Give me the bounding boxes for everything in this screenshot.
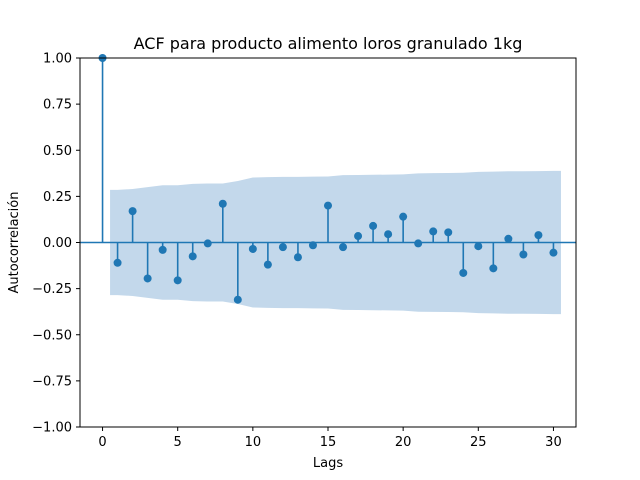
acf-point-lag-6 (188, 252, 197, 261)
acf-point-lag-25 (474, 242, 483, 251)
y-tick-label: 0.50 (43, 144, 72, 159)
acf-point-lag-2 (128, 207, 137, 216)
acf-point-lag-24 (459, 268, 468, 277)
x-ticks: 0 5 10 15 20 25 30 (98, 427, 562, 450)
x-tick-label: 10 (245, 435, 262, 450)
x-tick-label: 20 (395, 435, 412, 450)
y-tick-label: 0.00 (43, 236, 72, 251)
acf-point-lag-7 (203, 239, 212, 248)
x-tick-label: 30 (545, 435, 562, 450)
y-ticks: −1.00 −0.75 −0.50 −0.25 0.00 0.25 0.50 0.75 1.00 (32, 52, 80, 436)
acf-point-lag-14 (308, 241, 317, 250)
y-tick-label: −0.75 (32, 374, 72, 389)
acf-point-lag-28 (519, 250, 528, 259)
y-tick-label: 0.75 (43, 98, 72, 113)
acf-point-lag-26 (489, 264, 498, 273)
x-tick-label: 0 (98, 435, 106, 450)
acf-point-lag-23 (444, 228, 453, 237)
acf-point-lag-8 (218, 199, 227, 208)
acf-point-lag-19 (384, 230, 393, 239)
acf-point-lag-13 (293, 253, 302, 262)
acf-point-lag-10 (248, 244, 257, 253)
acf-point-lag-15 (324, 201, 332, 210)
acf-point-lag-16 (339, 243, 348, 252)
y-tick-label: −0.25 (32, 282, 72, 297)
x-tick-label: 5 (174, 435, 182, 450)
y-tick-label: 0.25 (43, 190, 72, 205)
acf-point-lag-1 (113, 258, 122, 267)
chart-title: ACF para producto alimento loros granula… (134, 34, 523, 53)
y-tick-label: 1.00 (43, 52, 72, 67)
acf-point-lag-29 (534, 231, 543, 240)
acf-point-lag-18 (369, 221, 378, 230)
acf-point-lag-30 (549, 248, 558, 257)
y-tick-label: −0.50 (32, 328, 72, 343)
y-axis-label: Autocorrelación (7, 192, 22, 294)
acf-point-lag-27 (504, 234, 513, 243)
acf-point-lag-17 (354, 232, 363, 241)
acf-point-lag-22 (429, 227, 438, 236)
acf-point-lag-5 (173, 276, 182, 285)
y-tick-label: −1.00 (32, 421, 72, 436)
acf-point-lag-3 (143, 274, 152, 283)
acf-point-lag-20 (399, 212, 408, 221)
acf-point-lag-21 (414, 239, 423, 248)
acf-point-lag-11 (263, 260, 272, 269)
acf-point-lag-12 (278, 243, 287, 252)
x-tick-label: 25 (470, 435, 487, 450)
x-axis-label: Lags (313, 456, 343, 471)
acf-point-lag-9 (233, 295, 242, 304)
marker-layer (98, 54, 558, 304)
acf-point-lag-4 (158, 245, 167, 254)
x-tick-label: 15 (320, 435, 337, 450)
